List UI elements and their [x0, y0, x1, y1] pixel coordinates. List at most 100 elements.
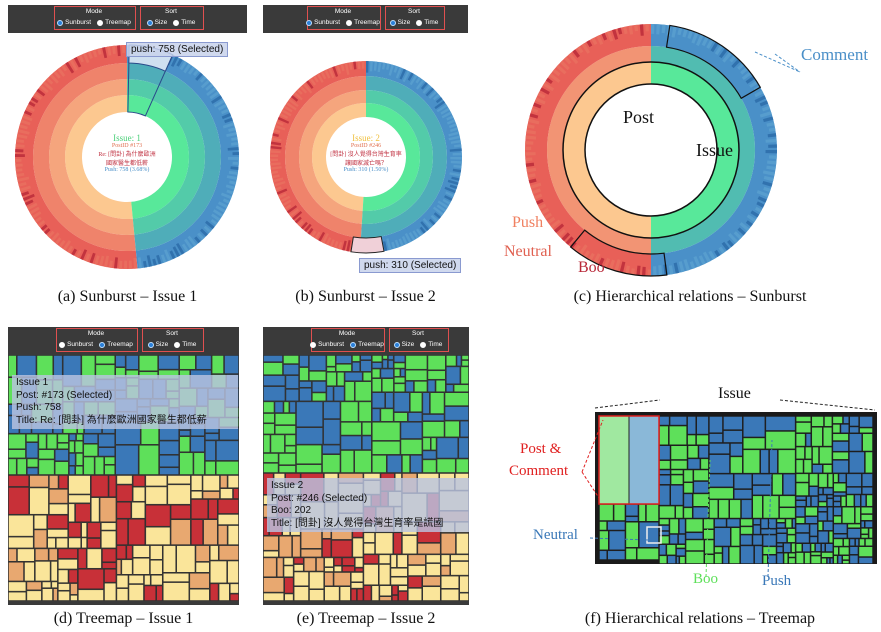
outer-segment [634, 24, 639, 32]
outer-segment [385, 63, 390, 70]
treemap-cell [263, 557, 277, 577]
treemap-cell [670, 469, 684, 475]
treemap-cell [38, 449, 55, 460]
outer-segment [619, 261, 626, 273]
outer-segment [169, 250, 176, 260]
outer-segment [57, 67, 66, 77]
treemap-cell [220, 488, 233, 499]
outer-segment [273, 180, 286, 187]
treemap-cell [283, 401, 290, 413]
outer-segment [16, 134, 28, 139]
treemap-cell [414, 381, 428, 392]
treemap-cell [29, 475, 49, 488]
treemap-cell [785, 518, 792, 528]
outer-segment [314, 231, 321, 240]
treemap-cell [371, 585, 380, 601]
mode-treemap-radio[interactable]: Treemap [346, 19, 380, 26]
outer-segment [545, 77, 553, 85]
sunburst-chart-a[interactable] [8, 33, 247, 279]
sort-time-radio[interactable]: Time [174, 341, 196, 348]
ring-cool-0 [127, 95, 189, 219]
treemap-cell [300, 529, 322, 549]
outer-segment [391, 241, 396, 250]
treemap-cell [216, 440, 239, 461]
mode-treemap-radio[interactable]: Treemap [350, 341, 384, 348]
sort-size-radio[interactable]: Size [147, 341, 168, 348]
sort-size-radio[interactable]: Size [389, 19, 410, 26]
outer-segment [325, 237, 332, 246]
outer-segment [16, 172, 25, 177]
outer-segment [586, 40, 593, 48]
treemap-cell [398, 591, 408, 601]
outer-segment [220, 108, 230, 115]
outer-segment [324, 69, 331, 79]
outer-segment [765, 150, 777, 154]
treemap-cell [752, 495, 763, 519]
treemap-cell [263, 577, 284, 593]
sunburst-chart-b[interactable] [263, 33, 468, 279]
treemap-cell [46, 433, 58, 450]
treemap-cell [263, 413, 275, 424]
comment-outline [665, 24, 762, 100]
outer-segment [702, 251, 711, 263]
mode-treemap-radio[interactable]: Treemap [97, 19, 131, 26]
outer-segment [625, 265, 630, 274]
treemap-cell [444, 420, 460, 438]
sort-time-radio[interactable]: Time [420, 341, 442, 348]
sort-size-radio[interactable]: Size [146, 19, 167, 26]
treemap-cell [683, 469, 694, 483]
mode-sunburst-radio[interactable]: Sunburst [59, 341, 93, 348]
outer-segment [195, 72, 203, 81]
comment-cell [628, 415, 660, 505]
treemap-cell [75, 503, 91, 523]
treemap-cell [309, 355, 327, 371]
treemap-cell [693, 481, 709, 494]
treemap-cell [460, 366, 469, 385]
treemap-cell [858, 557, 873, 564]
treemap-cell [828, 531, 834, 543]
treemap-cell [274, 413, 296, 425]
label-neutral: Neutral [504, 243, 552, 260]
outer-segment [213, 99, 225, 108]
treemap-cell [842, 560, 850, 564]
sort-size-radio[interactable]: Size [393, 341, 414, 348]
treemap-cell [179, 355, 196, 370]
treemap-cell [101, 522, 117, 531]
outer-segment [18, 181, 27, 187]
mode-sunburst-radio[interactable]: Sunburst [57, 19, 91, 26]
treemap-cell [849, 433, 862, 452]
treemap-cell [115, 355, 126, 367]
outer-segment [228, 127, 236, 132]
outer-segment [369, 61, 373, 72]
mode-title: Mode [85, 8, 103, 15]
sort-time-radio[interactable]: Time [416, 19, 438, 26]
treemap-cell [718, 499, 729, 519]
ring-warm-0 [64, 95, 133, 219]
treemap-cell [827, 506, 834, 521]
treemap-cell [659, 425, 669, 445]
outer-segment [540, 87, 550, 95]
treemap-cell [849, 555, 859, 564]
treemap-cell [289, 401, 296, 413]
treemap-cell [846, 473, 862, 487]
mode-sunburst-radio[interactable]: Sunburst [310, 341, 344, 348]
treemap-issue2-screenshot: Mode Sunburst Treemap Sort Size Time Iss… [263, 327, 469, 605]
outer-segment [656, 24, 661, 35]
treemap-cell [17, 548, 35, 562]
treemap-cell [132, 475, 146, 487]
treemap-cell [846, 487, 862, 495]
treemap-cell [116, 575, 129, 588]
outer-segment [221, 112, 232, 120]
treemap-cell [68, 522, 81, 538]
mode-treemap-radio[interactable]: Treemap [99, 341, 133, 348]
outer-segment [15, 143, 25, 148]
outer-segment [754, 95, 766, 103]
treemap-cell [158, 355, 179, 370]
treemap-cell [58, 475, 68, 489]
outer-segment [176, 242, 185, 255]
treemap-cell [843, 416, 849, 424]
treemap-cell [832, 460, 849, 474]
sort-time-radio[interactable]: Time [173, 19, 195, 26]
treemap-cell [861, 528, 869, 535]
mode-sunburst-radio[interactable]: Sunburst [306, 19, 340, 26]
